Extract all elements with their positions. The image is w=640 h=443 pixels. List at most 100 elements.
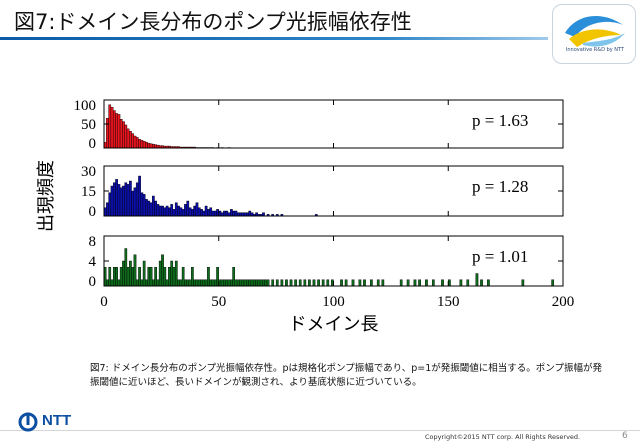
- histogram-bar: [179, 207, 183, 217]
- histogram-bar: [340, 279, 343, 287]
- histogram-bar: [145, 199, 148, 217]
- histogram-bar: [223, 279, 226, 287]
- histogram-bar: [181, 209, 185, 217]
- histogram-bar: [119, 118, 123, 149]
- histogram-bar: [326, 279, 330, 287]
- histogram-bar: [271, 279, 275, 287]
- histogram-bar: [294, 279, 297, 287]
- histogram-bar: [149, 143, 153, 149]
- histogram-bar: [280, 279, 284, 287]
- histogram-bar: [480, 279, 483, 287]
- histogram-bar: [308, 279, 311, 287]
- histogram-bar: [248, 210, 252, 217]
- histogram-bar: [135, 279, 139, 287]
- x-tick-label: 200: [552, 294, 575, 310]
- histogram-bar: [177, 279, 180, 287]
- histogram-bar: [151, 195, 155, 217]
- histogram-bar: [234, 210, 238, 217]
- histogram-bar: [108, 267, 112, 287]
- histogram-bar: [487, 279, 490, 287]
- y-tick-label: 0: [89, 136, 97, 152]
- histogram-bar: [202, 279, 206, 287]
- histogram-bar: [126, 128, 130, 149]
- histogram-bar: [122, 260, 125, 287]
- histogram-bar: [441, 279, 444, 287]
- histogram-bar: [177, 205, 180, 217]
- histogram-bar: [204, 205, 208, 217]
- histogram-bar: [158, 205, 162, 217]
- histogram-bar: [317, 279, 320, 287]
- histogram-bar: [351, 279, 355, 287]
- histogram-bar: [140, 192, 144, 217]
- histogram-bar: [418, 279, 421, 287]
- histogram-bar: [376, 279, 380, 287]
- histogram-bar: [425, 279, 428, 287]
- histogram-bar: [230, 209, 233, 217]
- histogram-bar: [142, 141, 146, 149]
- histogram-bar: [145, 279, 148, 287]
- histogram-bar: [158, 260, 162, 287]
- histogram-bar: [213, 279, 217, 287]
- histogram-bar: [431, 279, 435, 287]
- histogram-bar: [186, 279, 190, 287]
- histogram-bar: [172, 267, 176, 287]
- histogram-bar: [129, 260, 132, 287]
- histogram-bar: [207, 267, 210, 287]
- histogram-bar: [188, 207, 192, 217]
- histogram-bar: [119, 267, 123, 287]
- histogram-bar: [126, 184, 130, 217]
- histogram-bar: [227, 279, 231, 287]
- histogram-bar: [213, 210, 217, 217]
- y-tick-label: 50: [81, 117, 96, 133]
- histogram-bar: [181, 267, 185, 287]
- histogram-bar: [370, 279, 373, 287]
- histogram-bar: [129, 130, 132, 149]
- histogram-bar: [406, 279, 410, 287]
- title-underline: [0, 37, 548, 40]
- histogram-bar: [252, 279, 256, 287]
- panel-annotation: p = 1.63: [472, 111, 528, 130]
- histogram-bar: [179, 279, 183, 287]
- histogram-bar: [149, 202, 153, 217]
- histogram-bar: [126, 267, 130, 287]
- swirl-logo-icon: [565, 15, 625, 47]
- histogram-bar: [133, 254, 137, 287]
- histogram-bar: [174, 260, 178, 287]
- histogram-bar: [122, 121, 125, 149]
- histogram-bar: [248, 279, 252, 287]
- histogram-bar: [193, 279, 197, 287]
- y-tick-label: 0: [89, 274, 97, 290]
- histogram-bar: [225, 279, 229, 287]
- histogram-bar: [156, 204, 160, 217]
- histogram-bar: [312, 279, 316, 287]
- histogram-bar: [209, 279, 213, 287]
- histogram-bar: [197, 279, 201, 287]
- x-tick-label: 0: [100, 294, 108, 310]
- histogram-bar: [200, 279, 203, 287]
- histogram-bar: [321, 279, 325, 287]
- copyright-notice: Copyright©2015 NTT corp. All Rights Rese…: [425, 433, 581, 441]
- histogram-bar: [262, 279, 265, 287]
- histogram-bar: [138, 267, 141, 287]
- histogram-bar: [193, 205, 197, 217]
- histogram-bar: [239, 279, 242, 287]
- histogram-bar: [124, 248, 128, 287]
- histogram-bar: [246, 279, 249, 287]
- y-axis-label: 出現頻度: [36, 160, 57, 232]
- histogram-bar: [466, 279, 470, 287]
- histogram-bar: [186, 200, 190, 217]
- histogram-bar: [250, 279, 254, 287]
- histogram-bar: [195, 202, 199, 217]
- x-tick-label: 50: [211, 294, 226, 310]
- histogram-bar: [413, 279, 417, 287]
- histogram-bar: [168, 267, 171, 287]
- histogram-bar: [115, 267, 118, 287]
- y-tick-label: 15: [81, 184, 96, 200]
- histogram-bar: [184, 204, 187, 217]
- histogram-bar: [236, 279, 240, 287]
- histogram-bar: [298, 279, 302, 287]
- histogram-bar: [108, 104, 112, 149]
- histogram-bar: [165, 279, 169, 287]
- histogram-bar: [135, 137, 139, 149]
- histogram-bar: [138, 139, 141, 149]
